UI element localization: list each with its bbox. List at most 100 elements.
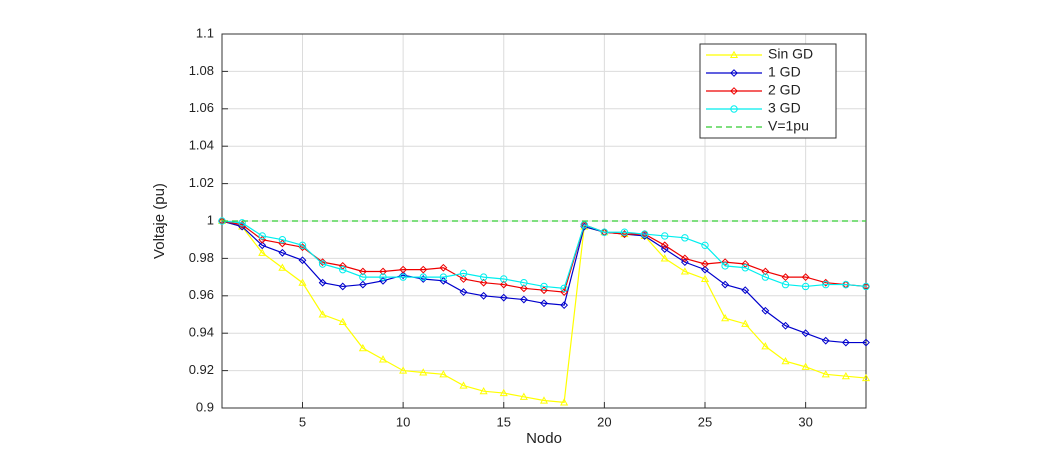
point [258, 241, 267, 250]
point [862, 282, 870, 291]
point [459, 381, 468, 389]
y-tick-label: 0.92 [189, 362, 214, 377]
point [519, 295, 528, 304]
point [419, 368, 428, 376]
x-tick-label: 15 [497, 414, 511, 429]
point [680, 258, 689, 267]
x-tick-label: 10 [396, 414, 410, 429]
point [358, 280, 367, 289]
x-tick-label: 20 [597, 414, 611, 429]
point [339, 265, 347, 274]
point [379, 267, 387, 276]
point [358, 267, 367, 276]
point [620, 230, 629, 238]
series-line [221, 220, 867, 289]
point [821, 370, 830, 378]
point [499, 388, 508, 397]
series-line [221, 220, 867, 293]
point [459, 288, 468, 296]
point [278, 263, 287, 271]
legend-label: 2 GD [768, 82, 801, 98]
point [540, 282, 548, 291]
legend-marker [730, 105, 738, 113]
legend-marker [730, 69, 738, 77]
point [499, 280, 508, 289]
point [499, 293, 508, 302]
y-tick-label: 1.06 [189, 100, 214, 115]
point [680, 254, 689, 263]
point [298, 243, 307, 252]
point [660, 245, 669, 253]
point [862, 338, 870, 347]
point [399, 265, 408, 274]
point [861, 373, 871, 382]
point [842, 280, 850, 289]
point [519, 284, 528, 293]
point [701, 241, 709, 250]
point [721, 314, 730, 322]
point [660, 254, 669, 262]
point [520, 279, 528, 287]
legend-label: 3 GD [768, 100, 801, 116]
point [439, 263, 448, 272]
point [781, 321, 790, 330]
x-axis-label: Nodo [526, 430, 562, 447]
x-tick-label: 5 [299, 414, 306, 429]
y-tick-label: 0.96 [189, 287, 214, 302]
y-tick-label: 1.04 [189, 138, 214, 153]
point [721, 262, 729, 270]
point [741, 319, 750, 327]
y-tick-label: 1 [207, 212, 214, 227]
series-line [221, 220, 867, 404]
point [479, 278, 488, 287]
point [540, 299, 548, 308]
y-tick-label: 1.1 [196, 25, 214, 40]
point [318, 278, 327, 287]
y-tick-label: 1.08 [189, 63, 214, 78]
point [500, 275, 508, 283]
point [539, 396, 549, 404]
point [701, 265, 709, 274]
point [258, 232, 266, 240]
point [700, 274, 710, 283]
point [459, 275, 468, 283]
point [399, 273, 407, 281]
point [661, 232, 669, 240]
y-tick-label: 0.9 [196, 399, 214, 414]
y-tick-label: 0.98 [189, 250, 214, 265]
point [620, 228, 629, 236]
series-line [221, 220, 866, 344]
point [801, 362, 810, 370]
point [741, 264, 749, 272]
point [680, 267, 689, 275]
point [439, 273, 448, 281]
point [841, 371, 850, 380]
point [318, 260, 327, 268]
point [278, 236, 287, 244]
point [822, 280, 830, 289]
point [519, 392, 528, 400]
point [821, 336, 830, 345]
point [841, 338, 850, 347]
point [781, 357, 790, 365]
point [701, 260, 709, 268]
point [721, 280, 730, 289]
point [338, 282, 347, 291]
point [378, 355, 388, 363]
point [258, 248, 267, 256]
y-tick-label: 0.94 [189, 325, 214, 340]
point [741, 286, 750, 295]
legend-marker [729, 50, 739, 59]
point [781, 280, 790, 289]
point [600, 228, 609, 236]
point [379, 273, 387, 281]
point [801, 282, 810, 291]
point [419, 265, 428, 274]
legend-label: Sin GD [768, 46, 813, 62]
point [479, 386, 488, 395]
y-tick-label: 1.02 [189, 175, 214, 190]
point [298, 241, 307, 250]
point [238, 219, 246, 227]
